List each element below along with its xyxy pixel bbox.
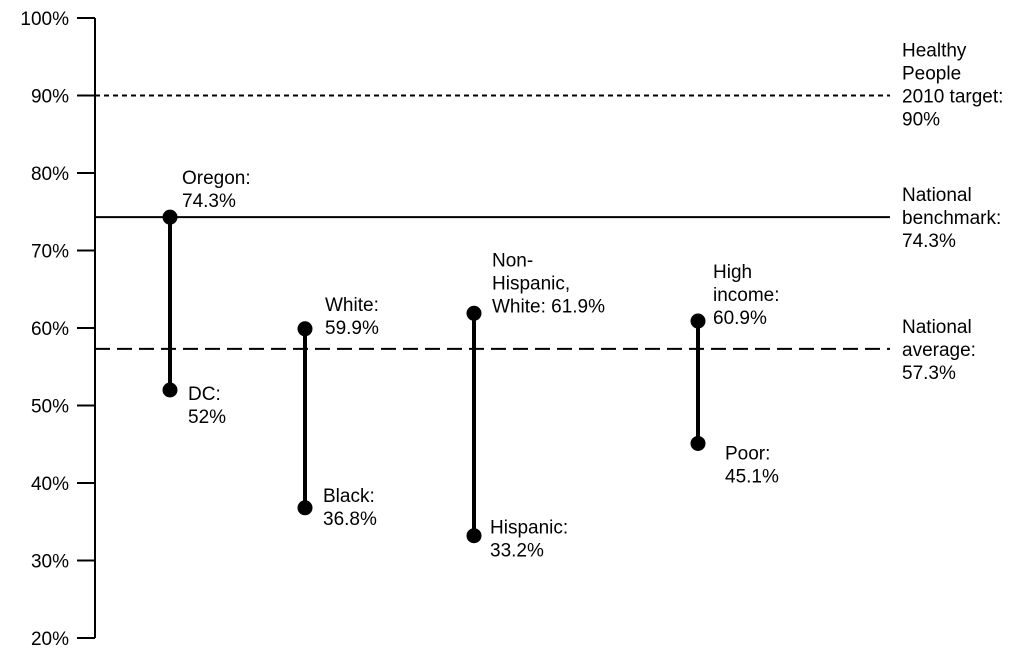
y-axis: 20% 30% 40% 50% 60% 70% 80% 90% 100% (20, 9, 96, 649)
low-point (162, 382, 178, 398)
low-point-label: Poor: 45.1% (725, 443, 779, 487)
reference-line-label: National benchmark: 74.3% (902, 185, 1001, 252)
y-tick-label: 100% (20, 9, 69, 30)
high-point (297, 321, 313, 337)
high-point (162, 209, 178, 225)
y-tick-label: 60% (31, 319, 69, 340)
low-point (297, 500, 313, 516)
low-point-label: Black: 36.8% (323, 486, 377, 530)
range-pairs: Oregon: 74.3% DC: 52% White: 59.9% Black: 36.8%… (162, 168, 780, 562)
y-tick-label: 70% (31, 242, 69, 263)
high-point (690, 313, 706, 329)
y-tick-label: 40% (31, 474, 69, 495)
low-point-label: Hispanic: 33.2% (490, 518, 568, 562)
high-point-label: Oregon: 74.3% (182, 168, 251, 212)
y-tick-label: 50% (31, 397, 69, 418)
high-point-label: White: 59.9% (325, 295, 379, 339)
y-tick-label: 20% (31, 629, 69, 649)
high-point (466, 305, 482, 321)
reference-line-label: National average: 57.3% (902, 317, 976, 384)
low-point (466, 528, 482, 544)
y-tick-label: 30% (31, 552, 69, 573)
low-point (690, 435, 706, 451)
low-point-label: DC: 52% (188, 384, 226, 428)
reference-lines: Healthy People 2010 target: 90% National benc… (95, 41, 1003, 384)
reference-line-label: Healthy People 2010 target: 90% (902, 41, 1003, 131)
high-point-label: Non-Hispanic, White: 61.9% (492, 250, 605, 317)
y-tick-label: 80% (31, 164, 69, 185)
y-tick-label: 90% (31, 87, 69, 108)
high-point-label: High income: 60.9% (713, 262, 780, 329)
